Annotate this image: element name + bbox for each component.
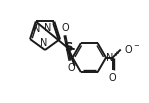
Text: N: N [40, 38, 48, 48]
Text: N$^+$: N$^+$ [105, 51, 120, 64]
Text: N: N [33, 24, 41, 34]
Text: S: S [64, 41, 72, 54]
Text: N: N [44, 23, 52, 33]
Text: O: O [61, 23, 69, 33]
Text: O: O [67, 63, 75, 73]
Text: O: O [109, 73, 116, 83]
Text: O$^-$: O$^-$ [124, 43, 140, 56]
